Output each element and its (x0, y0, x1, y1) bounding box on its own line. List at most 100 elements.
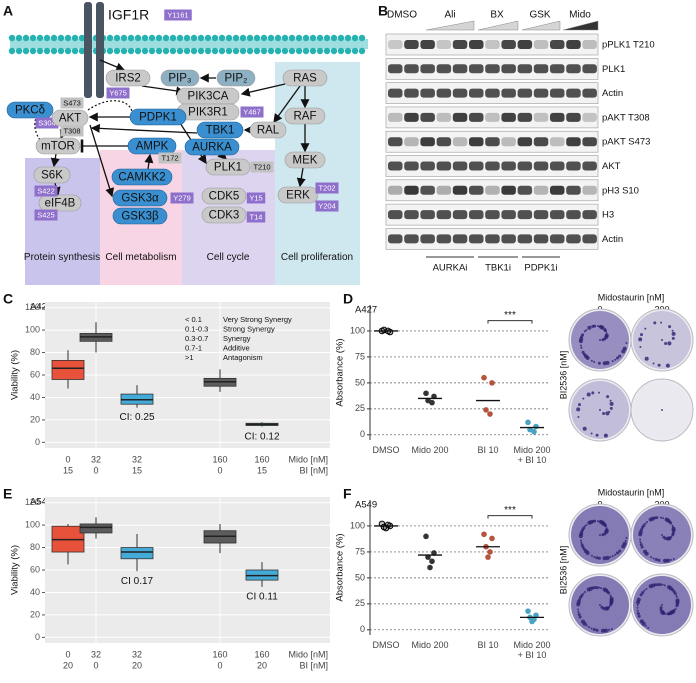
pathway-arrow (296, 167, 306, 188)
membrane-lipid (120, 47, 128, 55)
colony (591, 391, 595, 395)
blot-band (566, 210, 581, 220)
data-point (481, 374, 487, 381)
membrane-lipid (43, 34, 51, 42)
blot-band (485, 185, 500, 195)
colony (593, 324, 597, 328)
ci-annotation: CI 0.17 (121, 576, 154, 587)
blot-band (388, 64, 403, 74)
colony (607, 628, 610, 631)
blot-band (517, 161, 533, 171)
box (79, 523, 113, 534)
colony (592, 628, 596, 631)
colony (607, 591, 611, 595)
chart-title: A549 (355, 500, 377, 511)
colony (654, 558, 658, 561)
membrane-lipid (218, 34, 226, 42)
colony (590, 627, 593, 630)
membrane-lipid (309, 47, 317, 55)
panel-letter: F (343, 486, 352, 502)
pathway-node (112, 189, 168, 207)
membrane-lipid (218, 47, 226, 55)
blot-band (404, 112, 419, 122)
blot-band (550, 210, 565, 220)
compartment-label: Cell metabolism (105, 252, 177, 263)
blot-band (420, 234, 435, 244)
y-tick-label: 40 (30, 392, 40, 402)
node-label: MEK (293, 155, 318, 167)
membrane-lipid (71, 47, 79, 55)
membrane-lipid (225, 47, 233, 55)
panel-letter: C (3, 291, 13, 307)
colony (653, 321, 657, 325)
pathway-node (284, 107, 326, 125)
legend-range: < 0.1 (185, 315, 202, 324)
data-point (427, 564, 433, 571)
colony (639, 538, 642, 541)
pathway-node (127, 137, 177, 155)
compartment-label: Cell cycle (206, 252, 250, 263)
colony (586, 392, 591, 397)
membrane-lipid (211, 47, 219, 55)
site-label: Y279 (173, 193, 191, 202)
blot-band (388, 185, 403, 195)
blot-band (566, 40, 581, 49)
x-tick-label: 0 (93, 660, 98, 670)
blot-band (582, 40, 597, 49)
colony (625, 537, 628, 539)
x-tick-label-box: Mido 200 + BI 10 (513, 445, 550, 465)
colony (673, 609, 676, 612)
membrane-lipid (43, 47, 51, 55)
site-label: T14 (250, 212, 263, 221)
colony (605, 411, 610, 416)
membrane-lipid (141, 47, 149, 55)
blot-band (420, 64, 435, 74)
blot-band (485, 112, 500, 122)
membrane-lipid (36, 34, 44, 42)
blot-band (404, 161, 419, 171)
y-tick-label: 60 (30, 564, 40, 574)
membrane-lipid (64, 47, 72, 55)
site-tag (158, 152, 182, 164)
colony (655, 516, 659, 520)
blot-band (436, 161, 452, 171)
pathway-arrow (273, 85, 301, 124)
membrane-lipid (274, 34, 282, 42)
membrane-lipid (176, 34, 184, 42)
colony (618, 549, 622, 553)
y-tick-label: 100 (350, 325, 365, 335)
blot-band (420, 112, 435, 122)
colony (598, 391, 600, 394)
blot-band (436, 88, 452, 98)
blot-band (501, 88, 516, 98)
data-point (431, 393, 437, 400)
node-label: RAL (257, 125, 280, 137)
colony (584, 354, 588, 359)
blot-band (550, 40, 565, 49)
ci-annotation: CI 0.11 (246, 591, 278, 602)
node-label: S6K (41, 170, 63, 182)
colony (642, 524, 646, 527)
site-label: Y204 (318, 201, 336, 210)
membrane-lipid (197, 34, 205, 42)
membrane-lipid (155, 34, 163, 42)
y-tick-label: 100 (25, 519, 40, 529)
treatment-label: DMSO (387, 10, 417, 21)
blot-band (501, 40, 516, 49)
plate-row-title: BI2536 [nM] (558, 351, 568, 400)
membrane-lipid (183, 34, 191, 42)
x-tick-label: DMSO (372, 445, 400, 455)
y-tick-label: 60 (30, 369, 40, 379)
blot-band (452, 40, 468, 49)
class-label: PDPK1i (524, 263, 557, 274)
blot-band (582, 64, 597, 74)
treatment-label: Mido (569, 10, 591, 21)
blot-band (452, 210, 468, 220)
node-label: CAMKK2 (118, 172, 165, 184)
colony (578, 403, 581, 407)
site-tag (250, 161, 274, 173)
membrane-lipid (204, 47, 212, 55)
x-tick-label: 0 (65, 649, 70, 659)
membrane-lipid (127, 34, 135, 42)
